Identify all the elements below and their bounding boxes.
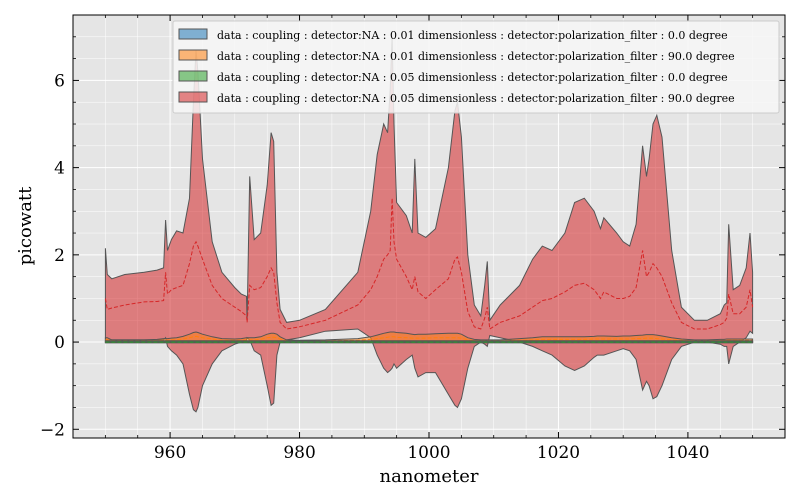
legend-swatch [178,28,208,40]
y-axis-label: picowatt [15,186,36,266]
x-tick-label: 980 [283,443,315,463]
legend-swatch [178,91,208,103]
legend-label: data : coupling : detector:NA : 0.05 dim… [217,71,728,84]
y-tick-label: 4 [54,159,65,179]
x-axis-label: nanometer [380,466,479,487]
legend-label: data : coupling : detector:NA : 0.01 dim… [217,50,735,63]
legend-swatch [178,70,208,82]
x-tick-label: 1000 [407,443,450,463]
legend-label: data : coupling : detector:NA : 0.01 dim… [217,29,728,42]
y-tick-label: 6 [54,71,65,91]
y-tick-label: −2 [40,420,65,440]
series-layer [104,36,754,413]
y-tick-label: 2 [54,246,65,266]
x-tick-label: 1020 [537,443,580,463]
series-3-mean-line [104,198,754,330]
legend-box [172,20,780,114]
y-tick-label: 0 [54,333,65,353]
legend-swatch [178,49,208,61]
legend: data : coupling : detector:NA : 0.01 dim… [172,20,780,114]
x-tick-label: 1040 [666,443,709,463]
series-1-mean-line [105,335,753,342]
series-2-band [104,340,754,344]
ticks: 960 980 1000 1020 1040 −2 0 2 4 6 [40,15,785,463]
x-tick-label: 960 [154,443,186,463]
legend-label: data : coupling : detector:NA : 0.05 dim… [217,92,735,105]
